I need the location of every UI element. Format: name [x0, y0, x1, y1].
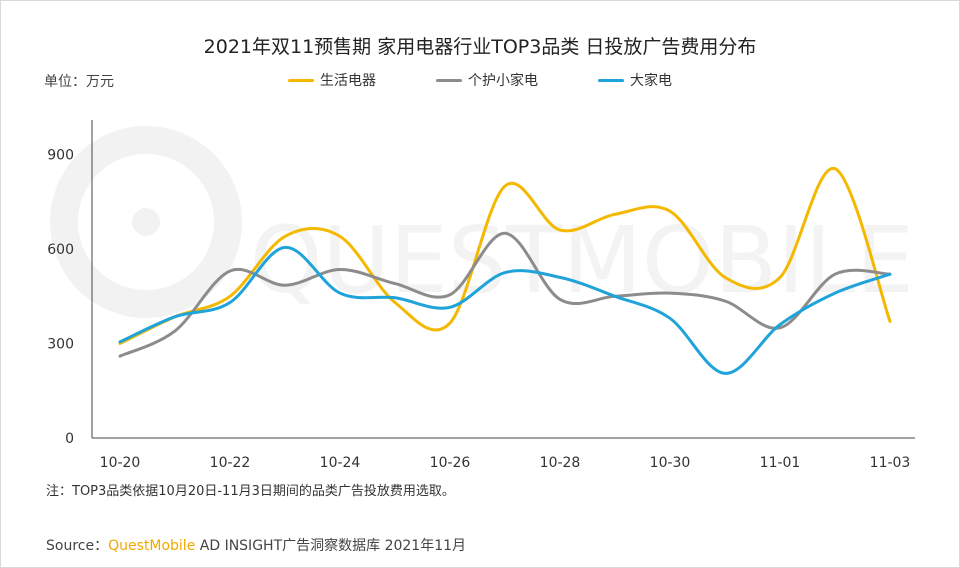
chart-title: 2021年双11预售期 家用电器行业TOP3品类 日投放广告费用分布 — [203, 36, 757, 58]
x-tick-label: 10-24 — [320, 455, 361, 471]
y-tick-labels: 0 300 600 900 — [47, 148, 74, 448]
x-tick-label: 10-22 — [210, 455, 251, 471]
series-line-1 — [118, 231, 892, 358]
watermark-text: QUESTMOBILE — [250, 207, 914, 314]
x-tick-label: 10-30 — [650, 455, 691, 471]
y-tick-label: 0 — [65, 431, 74, 447]
x-tick-label: 10-20 — [100, 455, 141, 471]
x-tick-label: 11-03 — [870, 455, 911, 471]
source-suffix: AD INSIGHT广告洞察数据库 2021年11月 — [195, 538, 467, 554]
legend-label-series-1: 个护小家电 — [468, 73, 538, 89]
watermark-logo: QUESTMOBILE — [50, 126, 914, 318]
legend-item-series-2: 大家电 — [598, 70, 672, 90]
source-prefix: Source： — [46, 538, 109, 554]
x-tick-label: 10-26 — [430, 455, 471, 471]
series-lines — [118, 167, 892, 375]
x-tick-label: 11-01 — [760, 455, 801, 471]
series-line-0 — [118, 167, 892, 345]
legend-swatch-series-2 — [598, 78, 624, 82]
legend-label-series-0: 生活电器 — [320, 73, 376, 89]
source-line: Source：QuestMobile AD INSIGHT广告洞察数据库 202… — [46, 535, 466, 555]
legend-item-series-0: 生活电器 — [288, 70, 376, 90]
unit-label: 单位：万元 — [44, 74, 114, 90]
y-tick-label: 300 — [47, 337, 74, 353]
source-brand: QuestMobile — [108, 538, 196, 554]
watermark-ring — [50, 126, 242, 318]
legend-swatch-series-1 — [436, 78, 462, 82]
y-tick-label: 900 — [47, 148, 74, 164]
x-tick-labels: 10-20 10-22 10-24 10-26 10-28 10-30 11-01 11-03 — [100, 455, 911, 471]
footnote: 注：TOP3品类依据10月20日-11月3日期间的品类广告投放费用选取。 — [46, 484, 455, 499]
chart-axes — [91, 120, 915, 439]
legend-swatch-series-0 — [288, 78, 314, 82]
x-tick-label: 10-28 — [540, 455, 581, 471]
watermark-dot — [132, 208, 160, 236]
legend-item-series-1: 个护小家电 — [436, 70, 538, 90]
y-tick-label: 600 — [47, 242, 74, 258]
series-line-2 — [118, 245, 892, 375]
legend-label-series-2: 大家电 — [630, 73, 672, 89]
